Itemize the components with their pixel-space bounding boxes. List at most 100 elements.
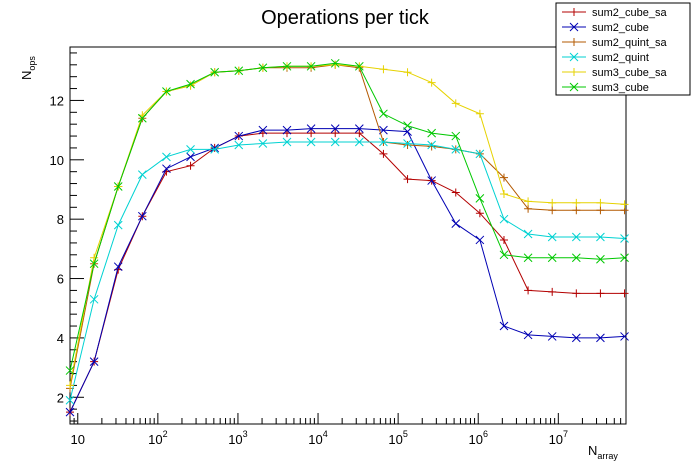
series-point — [186, 152, 195, 162]
x-tick-label: 103 — [228, 429, 247, 447]
series-point — [282, 125, 292, 135]
series-point — [596, 206, 605, 215]
series-point — [330, 124, 340, 133]
series-point — [354, 124, 364, 133]
y-tick-label: 8 — [57, 212, 64, 227]
x-axis: 10 102 103 104 105 106 107 — [69, 413, 627, 447]
x-tick-label-base: 10 — [228, 432, 242, 447]
series-point — [451, 145, 461, 154]
series-point — [403, 68, 412, 77]
series-point — [137, 211, 147, 221]
series-point — [475, 149, 485, 159]
series-point — [282, 61, 292, 71]
series-point — [620, 200, 629, 209]
series-point — [162, 87, 171, 96]
series-point — [547, 332, 557, 341]
series-point — [113, 262, 123, 272]
x-tick-label-base: 10 — [148, 432, 162, 447]
series-point — [572, 289, 581, 298]
legend-entry: sum2_quint — [562, 52, 649, 64]
series-point — [330, 58, 340, 68]
series-point — [89, 294, 99, 304]
series-point — [66, 381, 74, 390]
y-tick-label: 4 — [57, 331, 64, 346]
series-point — [499, 321, 509, 331]
x-tick-label-base: 10 — [71, 432, 85, 447]
series-layer — [65, 58, 629, 417]
legend-entry: sum2_cube_sa — [562, 7, 667, 19]
series-point — [355, 129, 364, 138]
series-point — [571, 333, 581, 343]
series-point — [186, 161, 195, 170]
series-point — [306, 124, 316, 133]
x-tick-label-exponent: 3 — [243, 429, 248, 439]
y-tick-label: 10 — [50, 153, 64, 168]
series-point — [524, 204, 533, 213]
legend-label: sum3_cube_sa — [592, 67, 667, 79]
series-point — [572, 206, 581, 215]
series-point — [331, 60, 340, 69]
series-point — [499, 250, 509, 260]
legend-box — [555, 2, 691, 96]
series-point — [379, 109, 388, 119]
series-point — [354, 137, 364, 147]
series-point — [137, 113, 147, 123]
legend-marker — [569, 52, 579, 62]
series-point — [475, 235, 485, 245]
series-point — [210, 145, 220, 154]
series-point — [596, 198, 605, 207]
x-tick-label-base: 10 — [549, 432, 563, 447]
series-point — [571, 232, 581, 242]
series-point — [475, 194, 485, 203]
y-axis-title-main: N — [19, 71, 34, 80]
legend-label: sum2_cube — [592, 22, 649, 34]
series-point — [403, 175, 412, 184]
series-line — [69, 128, 625, 413]
x-axis-title-main: N — [588, 443, 597, 458]
series-point — [89, 259, 99, 269]
legend-label: sum2_quint — [592, 52, 649, 64]
series-point — [65, 366, 75, 375]
series-point — [451, 219, 461, 228]
series-point — [258, 125, 268, 135]
series-point — [186, 145, 195, 154]
series-point — [427, 78, 436, 87]
series-line — [69, 141, 625, 401]
series-point — [451, 188, 460, 197]
series-point — [596, 333, 605, 343]
legend-label: sum2_quint_sa — [592, 37, 667, 49]
series-point — [403, 139, 412, 148]
series-point — [427, 128, 437, 138]
x-axis-title-sub: array — [597, 451, 618, 461]
chart-title: Operations per tick — [261, 7, 430, 29]
series-point — [620, 332, 629, 341]
series-point — [258, 139, 268, 148]
x-axis-title: Narray — [588, 443, 618, 461]
series-point — [523, 229, 533, 239]
series-point — [162, 164, 171, 174]
series-point — [523, 253, 533, 263]
series-point — [596, 289, 605, 298]
series-point — [403, 121, 412, 131]
series-point — [427, 142, 436, 151]
legend-marker — [569, 82, 579, 92]
legend-marker — [570, 68, 578, 76]
series-point — [475, 109, 484, 118]
series-point — [427, 176, 437, 185]
series-point — [331, 129, 340, 138]
x-tick-label-exponent: 4 — [323, 429, 328, 439]
series-point — [499, 214, 509, 224]
legend-entry: sum2_quint_sa — [562, 37, 667, 49]
series-point — [451, 131, 461, 141]
series-point — [571, 253, 581, 263]
series-point — [499, 235, 508, 244]
y-axis-title: Nops — [19, 56, 37, 80]
series-point — [596, 254, 605, 264]
series-point — [524, 286, 533, 295]
series-point — [379, 137, 388, 147]
x-tick-label-base: 10 — [468, 432, 482, 447]
series-point — [499, 189, 508, 198]
legend-marker — [569, 22, 579, 32]
series-point — [379, 149, 388, 158]
